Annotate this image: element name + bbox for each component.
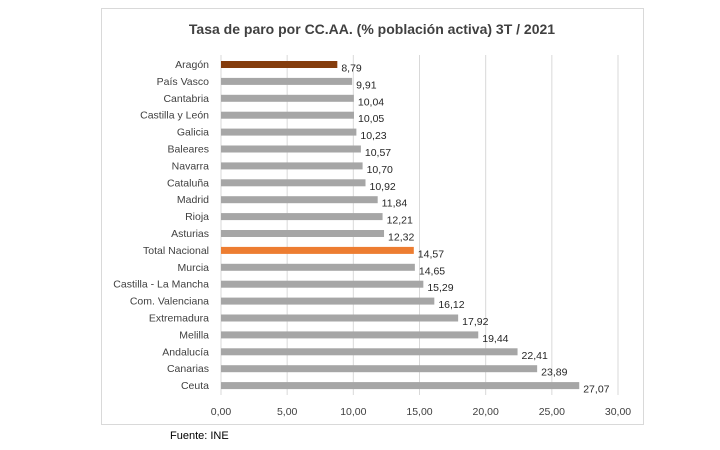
category-label: Asturias [171,228,209,240]
category-label: Castilla y León [140,110,209,122]
value-label: 12,21 [387,215,413,227]
x-axis-tick-labels: 0,00 5,00 10,00 15,00 20,00 25,00 30,00 [211,406,632,418]
value-label: 17,92 [462,316,488,328]
value-label: 23,89 [541,367,567,379]
value-label: 10,57 [365,147,391,159]
category-label: Murcia [177,262,209,274]
value-label: 10,04 [358,96,384,108]
x-tick-label: 30,00 [605,406,631,418]
bar [221,94,354,102]
value-label: 16,12 [438,299,464,311]
value-label: 14,65 [419,265,445,277]
value-label: 10,23 [360,130,386,142]
bar [221,61,338,68]
bar [221,77,353,85]
value-label: 12,32 [388,232,414,244]
category-label: Rioja [185,211,209,223]
category-label: Andalucía [162,346,209,358]
bar [221,128,357,136]
value-label: 19,44 [482,333,508,345]
category-label: Aragón [175,59,209,71]
value-label: 22,41 [522,350,548,362]
bar [221,263,415,271]
category-label: Castilla - La Mancha [113,279,209,291]
value-label: 10,05 [358,113,384,125]
x-tick-label: 25,00 [539,406,565,418]
category-label: Canarias [167,363,209,375]
bar [221,280,424,288]
bar [221,365,538,373]
bar [221,213,383,221]
value-label: 10,92 [370,181,396,193]
bar [221,331,479,339]
category-label: Ceuta [181,380,209,392]
bar [221,246,414,254]
bar [221,382,580,390]
bar [221,348,518,356]
category-label: Com. Valenciana [130,296,209,308]
value-label: 15,29 [427,282,453,294]
bar [221,179,366,187]
x-tick-label: 15,00 [406,406,432,418]
value-labels: 8,79 9,91 10,04 10,05 10,23 10,57 10,70 10,92 11… [341,63,609,396]
value-label: 11,84 [382,198,408,210]
bar [221,230,385,237]
bar [221,196,378,204]
bar [221,111,354,119]
category-label: Madrid [177,194,209,206]
category-label: Melilla [179,329,209,341]
gridlines [220,55,619,395]
category-label: Extremadura [149,313,209,325]
category-labels: Aragón País Vasco Cantabria Castilla y León… [113,59,209,392]
bars [221,61,580,390]
x-tick-label: 20,00 [473,406,499,418]
bar [221,297,435,305]
value-label: 8,79 [341,63,362,75]
category-label: Cantabria [163,93,209,105]
bar [221,162,363,170]
chart-title: Tasa de paro por CC.AA. (% población act… [189,21,555,37]
value-label: 9,91 [356,79,377,91]
category-label: País Vasco [157,76,209,88]
value-label: 27,07 [583,384,609,396]
source-note: Fuente: INE [170,430,229,442]
value-label: 14,57 [418,248,444,260]
x-tick-label: 0,00 [211,406,232,418]
value-label: 10,70 [367,164,393,176]
category-label: Baleares [168,144,209,156]
category-label: Navarra [172,160,210,172]
category-label: Cataluña [167,177,209,189]
category-label: Galicia [177,127,209,139]
bar [221,145,361,153]
bar [221,314,459,322]
x-tick-label: 5,00 [277,406,298,418]
category-label: Total Nacional [143,245,209,257]
x-tick-label: 10,00 [340,406,366,418]
